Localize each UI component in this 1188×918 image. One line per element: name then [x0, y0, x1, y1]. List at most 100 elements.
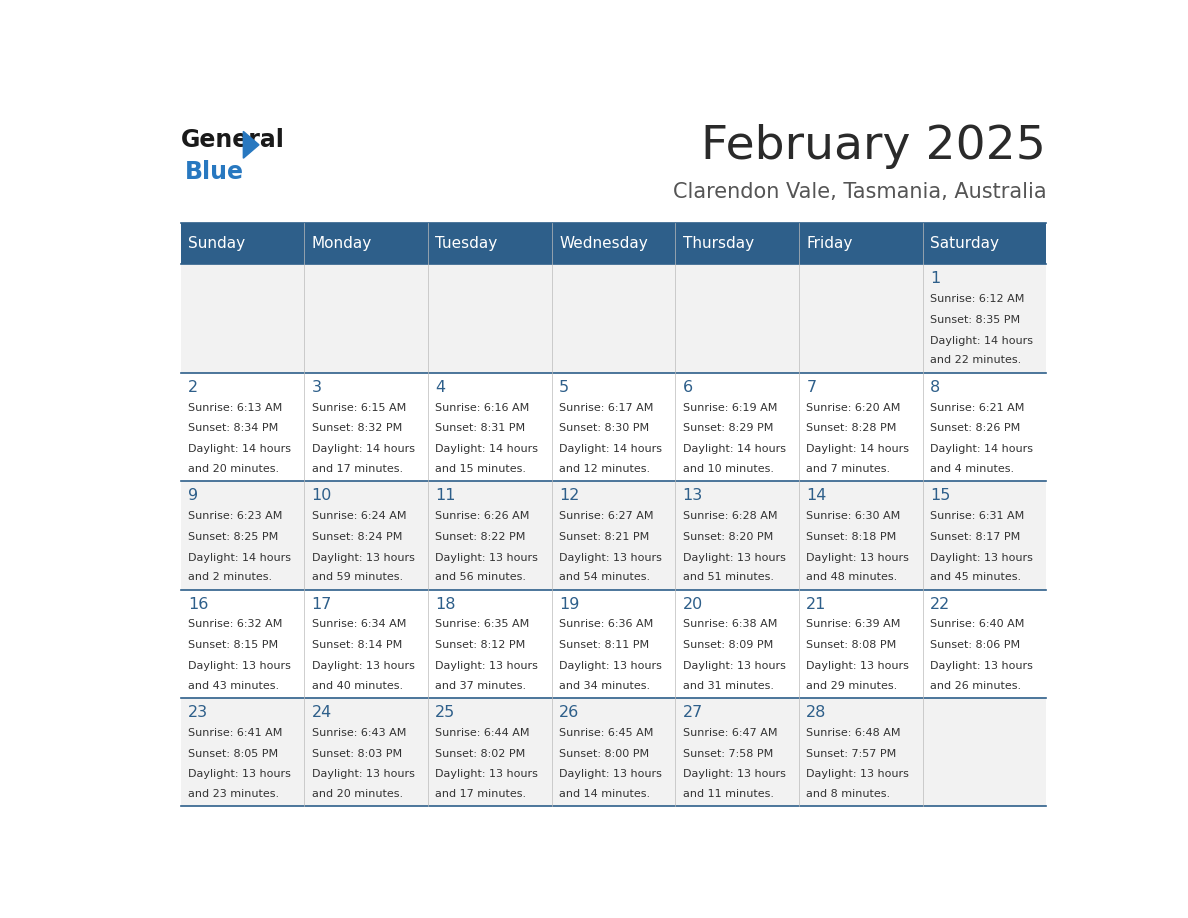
- Text: 10: 10: [311, 488, 333, 503]
- Text: 9: 9: [188, 488, 198, 503]
- Text: Sunrise: 6:45 AM: Sunrise: 6:45 AM: [560, 728, 653, 738]
- Text: Daylight: 14 hours: Daylight: 14 hours: [188, 553, 291, 563]
- Text: Daylight: 13 hours: Daylight: 13 hours: [683, 661, 785, 671]
- Text: Sunset: 8:15 PM: Sunset: 8:15 PM: [188, 640, 278, 650]
- Text: and 43 minutes.: and 43 minutes.: [188, 681, 279, 690]
- Text: Daylight: 14 hours: Daylight: 14 hours: [930, 444, 1032, 454]
- Text: Sunrise: 6:38 AM: Sunrise: 6:38 AM: [683, 620, 777, 630]
- Text: Sunrise: 6:41 AM: Sunrise: 6:41 AM: [188, 728, 283, 738]
- Text: Sunset: 8:03 PM: Sunset: 8:03 PM: [311, 748, 402, 758]
- Text: 5: 5: [560, 380, 569, 395]
- Text: Sunrise: 6:20 AM: Sunrise: 6:20 AM: [807, 402, 901, 412]
- Text: and 17 minutes.: and 17 minutes.: [311, 464, 403, 474]
- Text: Sunset: 7:58 PM: Sunset: 7:58 PM: [683, 748, 773, 758]
- Text: and 4 minutes.: and 4 minutes.: [930, 464, 1015, 474]
- Text: Sunday: Sunday: [188, 236, 245, 252]
- Text: and 31 minutes.: and 31 minutes.: [683, 681, 773, 690]
- Text: Sunrise: 6:19 AM: Sunrise: 6:19 AM: [683, 402, 777, 412]
- Text: 7: 7: [807, 380, 816, 395]
- Text: and 14 minutes.: and 14 minutes.: [560, 789, 650, 800]
- Text: Sunrise: 6:27 AM: Sunrise: 6:27 AM: [560, 511, 653, 521]
- Text: Daylight: 14 hours: Daylight: 14 hours: [435, 444, 538, 454]
- Text: Daylight: 13 hours: Daylight: 13 hours: [807, 661, 909, 671]
- Text: 19: 19: [560, 597, 580, 611]
- Text: 12: 12: [560, 488, 580, 503]
- Text: Daylight: 14 hours: Daylight: 14 hours: [311, 444, 415, 454]
- Text: Sunrise: 6:23 AM: Sunrise: 6:23 AM: [188, 511, 283, 521]
- Text: 3: 3: [311, 380, 322, 395]
- Text: 18: 18: [435, 597, 456, 611]
- Text: Sunrise: 6:30 AM: Sunrise: 6:30 AM: [807, 511, 901, 521]
- Bar: [181, 589, 1047, 698]
- Text: Sunset: 8:11 PM: Sunset: 8:11 PM: [560, 640, 649, 650]
- Text: and 20 minutes.: and 20 minutes.: [188, 464, 279, 474]
- Text: Daylight: 13 hours: Daylight: 13 hours: [560, 553, 662, 563]
- Text: Sunrise: 6:26 AM: Sunrise: 6:26 AM: [435, 511, 530, 521]
- Text: Sunrise: 6:15 AM: Sunrise: 6:15 AM: [311, 402, 406, 412]
- Text: 14: 14: [807, 488, 827, 503]
- Text: and 59 minutes.: and 59 minutes.: [311, 572, 403, 582]
- Text: Daylight: 13 hours: Daylight: 13 hours: [560, 661, 662, 671]
- Text: Sunrise: 6:21 AM: Sunrise: 6:21 AM: [930, 402, 1024, 412]
- Text: Sunset: 8:05 PM: Sunset: 8:05 PM: [188, 748, 278, 758]
- Text: February 2025: February 2025: [701, 124, 1047, 169]
- Text: and 23 minutes.: and 23 minutes.: [188, 789, 279, 800]
- Text: Daylight: 14 hours: Daylight: 14 hours: [683, 444, 785, 454]
- Text: Sunrise: 6:31 AM: Sunrise: 6:31 AM: [930, 511, 1024, 521]
- Text: Sunrise: 6:48 AM: Sunrise: 6:48 AM: [807, 728, 901, 738]
- Text: and 20 minutes.: and 20 minutes.: [311, 789, 403, 800]
- Text: Sunset: 8:08 PM: Sunset: 8:08 PM: [807, 640, 897, 650]
- Text: 20: 20: [683, 597, 703, 611]
- Text: and 45 minutes.: and 45 minutes.: [930, 572, 1020, 582]
- Text: Sunset: 8:29 PM: Sunset: 8:29 PM: [683, 423, 773, 433]
- Text: 25: 25: [435, 705, 456, 720]
- Text: Sunset: 8:22 PM: Sunset: 8:22 PM: [435, 532, 526, 542]
- Text: 1: 1: [930, 272, 940, 286]
- Text: Sunset: 8:31 PM: Sunset: 8:31 PM: [435, 423, 525, 433]
- Text: Sunset: 8:02 PM: Sunset: 8:02 PM: [435, 748, 525, 758]
- Text: and 15 minutes.: and 15 minutes.: [435, 464, 526, 474]
- Text: 17: 17: [311, 597, 333, 611]
- Text: and 34 minutes.: and 34 minutes.: [560, 681, 650, 690]
- Text: Monday: Monday: [311, 236, 372, 252]
- Text: Sunset: 8:21 PM: Sunset: 8:21 PM: [560, 532, 650, 542]
- Bar: [181, 698, 1047, 806]
- Text: and 26 minutes.: and 26 minutes.: [930, 681, 1020, 690]
- Text: and 10 minutes.: and 10 minutes.: [683, 464, 773, 474]
- Text: Sunset: 8:14 PM: Sunset: 8:14 PM: [311, 640, 402, 650]
- Text: Daylight: 13 hours: Daylight: 13 hours: [683, 769, 785, 779]
- Text: Daylight: 13 hours: Daylight: 13 hours: [930, 661, 1032, 671]
- Text: Sunrise: 6:24 AM: Sunrise: 6:24 AM: [311, 511, 406, 521]
- Bar: [181, 373, 1047, 481]
- Text: Sunset: 7:57 PM: Sunset: 7:57 PM: [807, 748, 897, 758]
- Text: Daylight: 13 hours: Daylight: 13 hours: [435, 769, 538, 779]
- Text: Sunrise: 6:36 AM: Sunrise: 6:36 AM: [560, 620, 653, 630]
- Text: Sunrise: 6:44 AM: Sunrise: 6:44 AM: [435, 728, 530, 738]
- Text: 26: 26: [560, 705, 580, 720]
- Text: and 37 minutes.: and 37 minutes.: [435, 681, 526, 690]
- Text: Tuesday: Tuesday: [435, 236, 498, 252]
- Text: Sunset: 8:24 PM: Sunset: 8:24 PM: [311, 532, 402, 542]
- Text: Sunset: 8:34 PM: Sunset: 8:34 PM: [188, 423, 278, 433]
- Text: and 56 minutes.: and 56 minutes.: [435, 572, 526, 582]
- Text: Daylight: 13 hours: Daylight: 13 hours: [311, 553, 415, 563]
- Text: Sunset: 8:12 PM: Sunset: 8:12 PM: [435, 640, 525, 650]
- Bar: [181, 264, 1047, 373]
- Text: Sunrise: 6:16 AM: Sunrise: 6:16 AM: [435, 402, 530, 412]
- Text: and 11 minutes.: and 11 minutes.: [683, 789, 773, 800]
- Text: Sunrise: 6:13 AM: Sunrise: 6:13 AM: [188, 402, 283, 412]
- Text: Friday: Friday: [807, 236, 853, 252]
- Text: Daylight: 13 hours: Daylight: 13 hours: [311, 661, 415, 671]
- Text: Daylight: 13 hours: Daylight: 13 hours: [807, 769, 909, 779]
- Text: Sunset: 8:09 PM: Sunset: 8:09 PM: [683, 640, 773, 650]
- Text: 16: 16: [188, 597, 208, 611]
- Bar: [181, 223, 1047, 264]
- Text: and 51 minutes.: and 51 minutes.: [683, 572, 773, 582]
- Text: Daylight: 13 hours: Daylight: 13 hours: [683, 553, 785, 563]
- Text: 13: 13: [683, 488, 703, 503]
- Text: Daylight: 13 hours: Daylight: 13 hours: [188, 769, 291, 779]
- Text: and 48 minutes.: and 48 minutes.: [807, 572, 897, 582]
- Text: Daylight: 13 hours: Daylight: 13 hours: [560, 769, 662, 779]
- Text: Sunset: 8:20 PM: Sunset: 8:20 PM: [683, 532, 773, 542]
- Text: Sunset: 8:18 PM: Sunset: 8:18 PM: [807, 532, 897, 542]
